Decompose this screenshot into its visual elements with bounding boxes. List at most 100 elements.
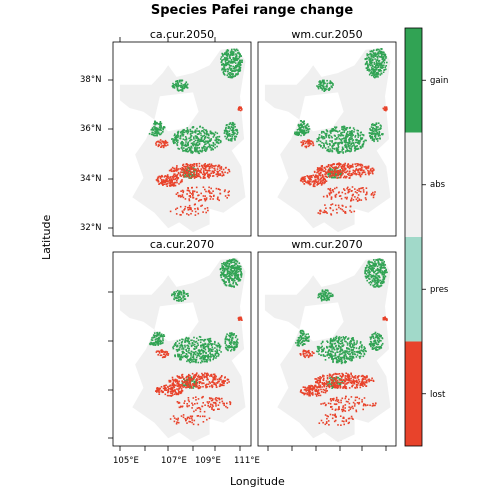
map-pixel xyxy=(210,192,213,194)
map-pixel xyxy=(381,261,383,263)
map-pixel xyxy=(163,145,165,147)
map-pixel xyxy=(180,131,182,133)
map-pixel xyxy=(214,139,216,142)
map-pixel xyxy=(376,140,379,142)
map-pixel xyxy=(192,144,195,147)
map-pixel xyxy=(230,138,232,141)
map-pixel xyxy=(377,281,379,284)
map-pixel xyxy=(231,274,233,277)
gain-cluster-6 xyxy=(223,121,239,142)
map-pixel xyxy=(307,339,310,342)
map-pixel xyxy=(188,199,191,202)
map-pixel xyxy=(363,348,365,351)
map-pixel xyxy=(199,341,202,344)
map-pixel xyxy=(171,180,173,182)
map-pixel xyxy=(318,353,320,355)
map-pixel xyxy=(383,106,386,108)
map-pixel xyxy=(227,279,229,281)
map-pixel xyxy=(364,139,366,142)
map-pixel xyxy=(189,139,192,141)
map-pixel xyxy=(175,392,178,395)
map-pixel xyxy=(174,141,176,144)
map-pixel xyxy=(316,184,318,186)
map-pixel xyxy=(367,262,370,264)
map-pixel xyxy=(227,278,230,280)
map-pixel xyxy=(154,132,157,134)
map-pixel xyxy=(204,207,206,210)
map-pixel xyxy=(224,130,226,133)
map-pixel xyxy=(174,292,177,295)
map-pixel xyxy=(190,350,193,353)
map-pixel xyxy=(367,276,370,278)
map-pixel xyxy=(215,344,217,347)
map-pixel xyxy=(229,133,231,135)
map-pixel xyxy=(306,123,309,126)
map-pixel xyxy=(182,296,184,298)
lost-cluster-9 xyxy=(155,349,170,359)
map-pixel xyxy=(329,176,331,178)
map-pixel xyxy=(231,333,233,335)
map-pixel xyxy=(232,58,235,61)
x-axis-title: Longitude xyxy=(230,475,285,488)
map-pixel xyxy=(334,336,337,339)
map-pixel xyxy=(337,152,339,154)
map-pixel xyxy=(224,269,226,272)
map-pixel xyxy=(165,389,168,391)
map-pixel xyxy=(228,334,230,337)
map-pixel xyxy=(232,122,235,124)
map-pixel xyxy=(197,344,199,346)
map-pixel xyxy=(212,190,214,192)
map-pixel xyxy=(205,147,208,150)
map-pixel xyxy=(209,359,212,362)
map-pixel xyxy=(172,184,175,186)
map-pixel xyxy=(181,385,183,387)
map-pixel xyxy=(201,396,203,399)
map-pixel xyxy=(215,140,218,142)
map-pixel xyxy=(165,175,167,178)
map-pixel xyxy=(372,126,374,129)
map-pixel xyxy=(374,52,377,54)
map-pixel xyxy=(374,55,377,57)
map-pixel xyxy=(302,178,305,181)
map-pixel xyxy=(232,281,235,283)
map-pixel xyxy=(202,351,205,353)
map-pixel xyxy=(308,139,310,141)
map-pixel xyxy=(315,180,317,183)
map-pixel xyxy=(192,387,195,389)
map-pixel xyxy=(328,299,330,301)
map-pixel xyxy=(193,343,196,346)
map-pixel xyxy=(309,177,312,179)
gain-cluster-4 xyxy=(294,120,311,137)
map-pixel xyxy=(321,168,324,171)
map-pixel xyxy=(314,185,316,188)
map-pixel xyxy=(358,199,361,201)
map-pixel xyxy=(157,178,159,180)
map-pixel xyxy=(178,79,181,82)
map-pixel xyxy=(187,144,189,146)
map-pixel xyxy=(180,79,182,82)
map-pixel xyxy=(227,61,230,64)
map-pixel xyxy=(363,169,365,172)
map-pixel xyxy=(208,401,211,403)
map-pixel xyxy=(227,272,230,275)
map-pixel xyxy=(205,386,207,388)
map-pixel xyxy=(238,278,240,281)
map-pixel xyxy=(351,186,354,188)
map-pixel xyxy=(222,402,224,405)
map-pixel xyxy=(367,261,370,263)
map-pixel xyxy=(187,150,189,153)
map-pixel xyxy=(341,134,344,137)
map-pixel xyxy=(383,272,386,274)
map-pixel xyxy=(340,140,343,142)
map-pixel xyxy=(317,178,319,180)
map-pixel xyxy=(222,380,225,383)
map-pixel xyxy=(165,183,167,185)
map-pixel xyxy=(177,90,180,92)
map-pixel xyxy=(231,133,234,136)
map-pixel xyxy=(160,180,163,183)
map-pixel xyxy=(384,54,387,56)
map-pixel xyxy=(322,293,325,296)
map-pixel xyxy=(331,171,333,173)
map-pixel xyxy=(161,183,164,185)
map-pixel xyxy=(298,124,301,127)
